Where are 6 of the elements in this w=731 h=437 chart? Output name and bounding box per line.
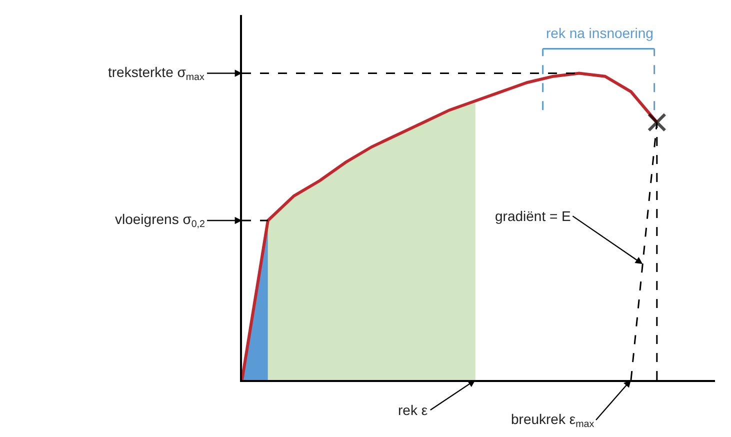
text: breukrek ε$_{max}$ [511,411,594,430]
text: treksterkte σ$_{max}$ [108,64,204,83]
text: rek ε [398,402,428,418]
annotation: gradiënt = E [495,208,571,224]
text: vloeigrens σ$_{0,2}$ [115,211,205,230]
text: rek na insnoering [546,25,654,41]
